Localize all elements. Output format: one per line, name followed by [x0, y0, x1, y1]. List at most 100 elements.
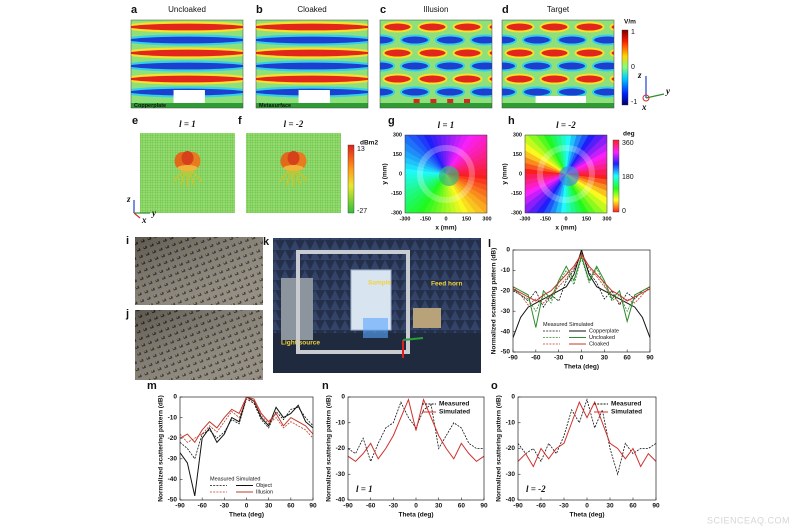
glow: [363, 318, 388, 338]
y-tick-label: -20: [506, 445, 516, 452]
rcs-blob: [287, 151, 300, 165]
field-blob: [435, 34, 465, 46]
ground-strip: [256, 103, 368, 108]
x-axis-label: Theta (deg): [398, 512, 433, 519]
x-tick-label: -90: [513, 503, 523, 510]
field-blob: [380, 34, 395, 46]
field-band: [256, 73, 368, 85]
field-blob: [380, 60, 395, 72]
x-tick-label: -300: [399, 216, 410, 222]
scatterer: [430, 99, 437, 103]
panel-label: k: [263, 236, 270, 248]
series-line: [518, 400, 656, 468]
field-blob: [400, 86, 430, 98]
plot-area: [180, 397, 313, 496]
colorbar-tick: 0: [622, 208, 626, 215]
colorbar-unit: dBm2: [360, 140, 378, 147]
x-tick-label: 60: [629, 503, 637, 510]
panel-label: i: [126, 235, 129, 247]
legend-header: Measured: [210, 476, 234, 482]
phase-frame: [404, 134, 488, 214]
field-blob: [539, 21, 570, 33]
x-tick-label: -30: [389, 503, 399, 510]
y-tick-label: -10: [168, 414, 178, 421]
x-tick-label: 30: [265, 503, 273, 510]
field-blob: [504, 21, 535, 33]
y-tick-label: -300: [391, 210, 402, 216]
phase-wedge: [527, 135, 566, 174]
phase-wedge: [405, 172, 446, 180]
axis-letter: x: [641, 102, 647, 112]
chart-annotation: l = 1: [356, 484, 373, 494]
x-tick-label: -60: [536, 503, 546, 510]
scatterer: [413, 99, 420, 103]
panel-title: Uncloaked: [168, 5, 206, 14]
panel-label: o: [491, 380, 498, 392]
phase-wedge: [446, 150, 487, 174]
x-tick-label: 30: [606, 503, 614, 510]
phase-wedge: [446, 135, 458, 174]
phase-wedge: [405, 155, 446, 174]
phase-wedge: [429, 135, 446, 174]
phase-wedge: [566, 142, 607, 174]
panel-label: g: [388, 115, 395, 127]
x-tick-label: -60: [366, 503, 376, 510]
scatterer: [464, 99, 470, 103]
x-tick-label: -30: [220, 503, 230, 510]
chart-annotation: l = -2: [526, 484, 546, 494]
x-tick-label: 0: [580, 355, 584, 362]
field-blob: [557, 34, 587, 46]
x-tick-label: -30: [554, 355, 564, 362]
panel-label: d: [502, 4, 509, 16]
phase-map: [525, 135, 607, 213]
y-tick-label: -150: [511, 191, 522, 197]
x-axis-label: x (mm): [435, 225, 456, 232]
legend-label: Measured: [439, 401, 469, 408]
field-blob: [592, 60, 614, 72]
watermark: SCIENCEAQ.COM: [707, 515, 790, 525]
phase-wedge: [446, 174, 487, 193]
series-line: [348, 401, 484, 463]
phase-wedge: [566, 135, 607, 174]
x-tick-label: 300: [602, 216, 611, 222]
simulated-line: [513, 253, 650, 302]
photo-shade: [135, 310, 263, 380]
y-tick-label: 0: [173, 394, 177, 401]
x-tick-label: 90: [652, 503, 660, 510]
frame: [296, 250, 410, 354]
field-blob: [400, 60, 430, 72]
beam: [402, 337, 424, 341]
x-tick-label: 0: [585, 503, 589, 510]
feed-horn: [413, 308, 441, 328]
y-tick-label: -50: [501, 349, 511, 356]
y-tick-label: -30: [168, 456, 178, 463]
phase-wedge: [566, 174, 605, 213]
legend-header: Simulated: [569, 322, 593, 328]
phase-wedge: [405, 174, 446, 191]
field-blob: [502, 34, 517, 46]
field-blob: [522, 34, 552, 46]
measured-line: [513, 250, 650, 308]
y-tick-label: 150: [513, 152, 522, 158]
x-tick-label: 90: [646, 355, 654, 362]
panel-title: Cloaked: [297, 5, 326, 14]
phase-wedge: [428, 174, 446, 213]
y-tick-label: 150: [393, 152, 402, 158]
rcs-blob: [177, 165, 198, 171]
field-frame: [130, 19, 244, 109]
phase-wedge: [525, 174, 566, 185]
phase-wedge: [446, 135, 464, 174]
x-tick-label: 0: [245, 503, 249, 510]
measured-line: [513, 255, 650, 306]
field-band: [256, 34, 368, 46]
field-blob: [400, 34, 430, 46]
colorbar-tick: -1: [631, 99, 637, 106]
phase-wedge: [525, 174, 566, 206]
measured-line: [180, 398, 313, 443]
field-band: [131, 47, 243, 59]
legend-label: Simulated: [439, 409, 470, 416]
y-tick-label: 0: [341, 394, 345, 401]
field-blob: [592, 34, 614, 46]
panel-title: Target: [547, 5, 570, 14]
field-band: [256, 47, 368, 59]
